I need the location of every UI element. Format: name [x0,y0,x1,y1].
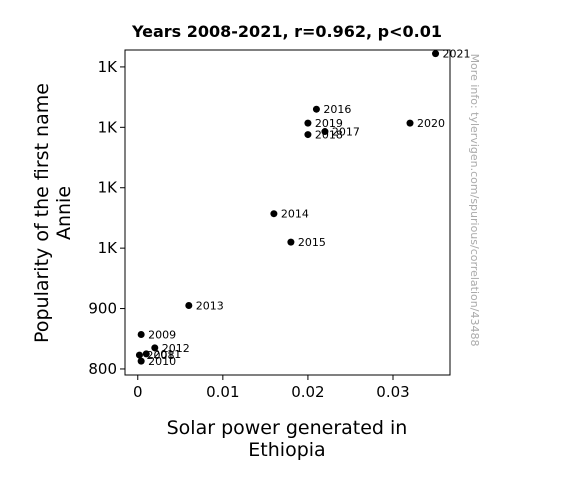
y-axis-label: Popularity of the first name Annie [31,83,75,343]
y-axis-label-line-1: Popularity of the first name [31,83,53,343]
data-point-label-2016: 2016 [323,103,351,116]
data-point-label-2013: 2013 [196,300,224,313]
y-axis-ticks: 800 900 1K 1K 1K 1K [88,58,125,378]
watermark-text: More info: tylervigen.com/spurious/corre… [468,54,481,347]
y-axis-label-line-2: Annie [53,186,75,240]
data-point-label-2009: 2009 [148,329,176,342]
data-point-2011 [142,350,150,358]
data-point-2020 [406,119,414,127]
data-point-label-2014: 2014 [281,208,309,221]
data-point-label-2008: 2008 [146,349,174,362]
y-tick-label: 1K [98,118,119,136]
x-axis-label-line-2: Ethiopia [248,439,325,461]
data-point-2012 [151,344,159,352]
data-point-2017 [321,128,329,136]
data-point-label-2010: 2010 [148,355,176,368]
x-tick-label: 0.02 [291,383,324,401]
y-tick-label: 1K [98,239,119,257]
x-tick-label: 0.03 [376,383,409,401]
watermark: More info: tylervigen.com/spurious/corre… [468,54,481,347]
data-point-label-2012: 2012 [162,342,190,355]
data-point-label-2011: 2011 [153,348,181,361]
x-tick-label: 0 [133,383,143,401]
data-point-2014 [270,210,278,218]
data-point-2010 [137,357,145,365]
plot-area-frame [124,49,451,376]
data-point-2015 [287,238,295,246]
data-point-2021 [432,50,440,58]
data-point-2016 [312,105,320,113]
x-axis-label-line-1: Solar power generated in [167,417,408,439]
x-axis-ticks: 0 0.01 0.02 0.03 [133,375,410,401]
y-tick-label: 800 [88,360,117,378]
chart-title: Years 2008-2021, r=0.962, p<0.01 [131,22,442,41]
data-point-2009 [137,331,145,339]
data-point-label-2021: 2021 [443,48,471,61]
data-point-2019 [304,119,312,127]
y-tick-label: 1K [98,58,119,76]
data-point-label-2019: 2019 [315,117,343,130]
data-point-label-2015: 2015 [298,236,326,249]
y-tick-label: 900 [88,300,117,318]
y-tick-label: 1K [98,179,119,197]
x-tick-label: 0.01 [206,383,239,401]
data-point-label-2020: 2020 [417,117,445,130]
data-point-label-2017: 2017 [332,126,360,139]
data-point-2013 [185,302,193,310]
data-point-2018 [304,131,312,139]
data-point-label-2018: 2018 [315,129,343,142]
data-point-2008 [135,351,143,359]
